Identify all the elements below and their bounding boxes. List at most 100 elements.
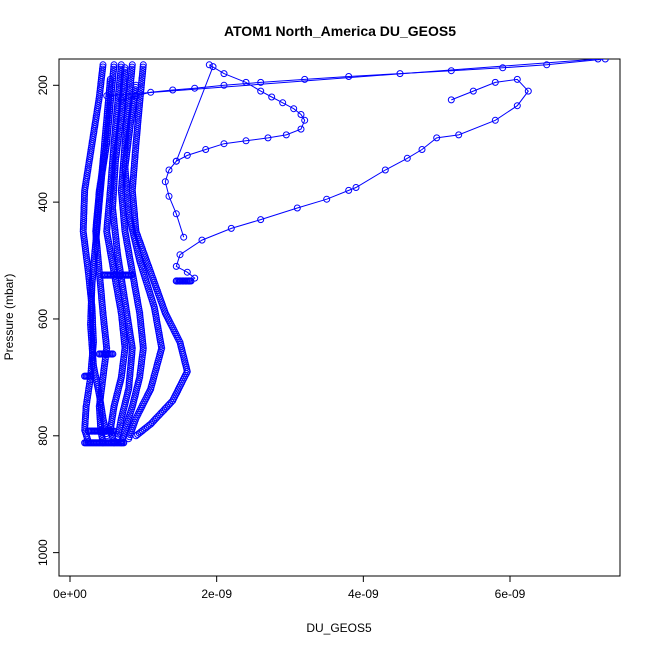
data-point — [87, 321, 94, 329]
data-point — [117, 115, 125, 123]
data-point — [120, 77, 128, 85]
data-point — [80, 206, 88, 214]
data-point — [82, 251, 90, 259]
data-point — [110, 217, 118, 225]
data-point — [125, 379, 133, 387]
data-point — [95, 207, 103, 215]
data-point — [227, 224, 235, 232]
data-point — [110, 177, 118, 185]
data-point — [242, 137, 250, 145]
data-point — [469, 87, 477, 95]
data-point — [109, 191, 117, 199]
data-point — [126, 370, 134, 378]
data-point — [138, 79, 146, 87]
data-point — [125, 129, 133, 137]
data-point — [109, 193, 117, 201]
data-point — [297, 111, 305, 118]
data-point — [101, 329, 109, 337]
data-point — [352, 184, 360, 191]
data-point — [125, 208, 132, 216]
data-point — [100, 318, 108, 326]
data-point — [124, 137, 132, 145]
y-tick-label: 800 — [36, 425, 50, 445]
data-point — [111, 168, 119, 176]
data-point — [97, 281, 104, 289]
data-point — [113, 144, 121, 152]
data-point — [111, 162, 119, 170]
data-point — [137, 325, 145, 332]
data-point — [79, 223, 87, 231]
data-point — [87, 306, 95, 314]
data-point — [87, 329, 95, 337]
x-axis-label: DU_GEOS5 — [306, 621, 372, 635]
data-point — [191, 84, 199, 92]
data-point — [109, 68, 117, 75]
data-point — [124, 203, 132, 211]
data-point — [138, 335, 146, 343]
data-point — [138, 333, 146, 341]
data-point — [133, 125, 141, 133]
data-point — [131, 158, 139, 165]
data-point — [98, 292, 105, 300]
data-point — [205, 61, 213, 69]
data-point — [169, 86, 177, 94]
data-point — [100, 316, 108, 324]
data-point — [110, 61, 118, 69]
data-point — [123, 144, 131, 152]
data-point — [122, 174, 130, 182]
y-tick-label: 400 — [36, 192, 50, 212]
data-point — [433, 134, 441, 142]
data-point — [120, 75, 128, 83]
data-point — [88, 338, 96, 346]
data-point — [257, 87, 265, 95]
data-point — [455, 131, 463, 139]
data-point — [118, 182, 126, 190]
data-point — [128, 346, 136, 354]
data-point — [594, 59, 602, 63]
data-point — [264, 134, 272, 142]
data-point — [115, 133, 122, 141]
data-point — [137, 81, 145, 89]
data-point — [130, 160, 138, 168]
data-point — [99, 371, 107, 379]
data-point — [297, 125, 305, 133]
data-point — [88, 334, 95, 342]
data-point — [111, 222, 118, 230]
data-point — [92, 239, 100, 247]
data-point — [99, 307, 107, 315]
data-point — [119, 86, 127, 94]
data-point — [124, 199, 132, 207]
data-point — [90, 261, 98, 268]
data-point — [112, 157, 119, 165]
data-point — [104, 99, 112, 107]
data-point — [95, 260, 103, 268]
series — [161, 61, 309, 241]
data-point — [103, 116, 111, 124]
data-point — [114, 139, 122, 147]
data-point — [109, 197, 117, 205]
data-point — [135, 107, 143, 115]
data-point — [128, 63, 136, 71]
data-point — [99, 162, 107, 169]
data-point — [120, 82, 128, 90]
data-point — [80, 210, 88, 218]
data-point — [172, 262, 180, 270]
data-point — [138, 331, 146, 339]
data-point — [105, 86, 113, 94]
data-point — [403, 154, 411, 162]
data-point — [118, 184, 125, 192]
data-point — [109, 206, 117, 214]
data-point — [88, 280, 96, 288]
data-point — [106, 75, 114, 83]
data-point — [418, 146, 426, 153]
data-point — [127, 79, 135, 87]
data-point — [111, 164, 119, 172]
data-point — [104, 210, 112, 218]
data-point — [93, 222, 101, 230]
thick-segment — [81, 439, 128, 447]
data-point — [100, 322, 108, 330]
data-point — [109, 200, 117, 207]
data-point — [135, 112, 142, 120]
data-point — [131, 155, 139, 163]
